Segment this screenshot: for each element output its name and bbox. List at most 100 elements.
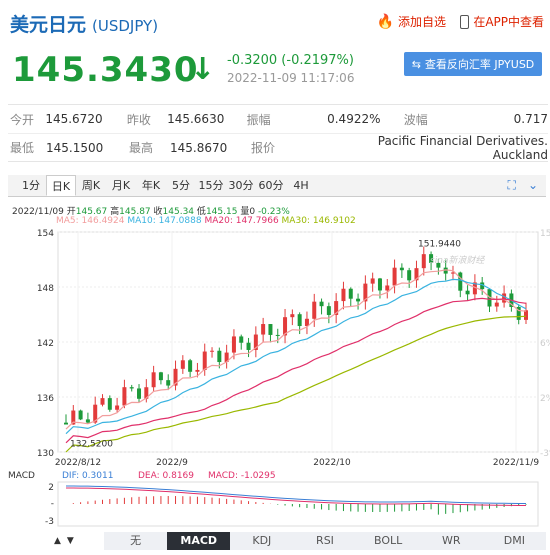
info-open: 145.67 <box>75 207 108 217</box>
candle-body <box>78 410 83 420</box>
low-label: 最低 <box>10 141 35 155</box>
candle-body <box>71 410 76 425</box>
app-view-label: 在APP中查看 <box>473 15 544 29</box>
y-right-tick-label: 6% <box>540 339 550 349</box>
kline-chart[interactable]: 154 15% 148 142 6% 136 2% 130 -3% 2022/8/12 2022/9… <box>0 226 550 466</box>
amplitude-label: 振幅 <box>246 112 271 127</box>
low-tag: 132.5200 <box>70 440 113 450</box>
candle-body <box>210 350 215 352</box>
candle-body <box>173 368 178 386</box>
candle-body <box>261 324 266 335</box>
price-change: -0.3200 (-0.2197%) <box>227 53 354 68</box>
triangle-down-icon[interactable]: ▼ <box>66 536 74 546</box>
candle-body <box>458 272 463 291</box>
candle-body <box>85 419 90 423</box>
macd-dif-line <box>65 485 527 504</box>
tab-yearly[interactable]: 年K <box>141 179 161 192</box>
tab-4h[interactable]: 4H <box>293 179 309 192</box>
ma5-line <box>65 269 527 430</box>
y-tick-label: 142 <box>37 339 54 349</box>
candle-body <box>399 267 404 271</box>
add-watch-button[interactable]: 🔥 添加自选 <box>377 13 446 30</box>
tab-60min[interactable]: 60分 <box>258 179 284 192</box>
candle-body <box>524 310 528 320</box>
chevron-down-icon[interactable]: ⌄ <box>527 178 538 192</box>
tab-boll[interactable]: BOLL <box>373 534 403 547</box>
pair-symbol: (USDJPY) <box>92 17 159 35</box>
candle-body <box>326 306 331 315</box>
high-label: 最高 <box>129 141 154 155</box>
candle-body <box>370 278 375 284</box>
candle-body <box>129 387 134 389</box>
down-arrow-icon: ↓ <box>190 52 216 87</box>
open-value: 145.6720 <box>45 112 103 126</box>
candle-body <box>516 306 521 320</box>
candle-body <box>421 254 426 269</box>
candle-body <box>290 314 295 318</box>
candle-body <box>450 272 455 274</box>
candle-body <box>231 336 236 353</box>
macd-y-label: 2 <box>48 483 54 493</box>
candle-body <box>137 388 142 399</box>
x-tick-label: 2022/11/9 <box>493 458 539 466</box>
tab-kdj[interactable]: KDJ <box>252 534 272 547</box>
tab-weekly[interactable]: 周K <box>81 179 101 192</box>
macd-chart: MACD DIF: 0.3011 DEA: 0.8169 MACD: -1.0295 2… <box>8 471 539 527</box>
y-right-tick-label: 2% <box>540 394 550 404</box>
low-value: 145.1500 <box>46 140 104 155</box>
candle-body <box>158 372 163 381</box>
candle-body <box>180 360 185 369</box>
fullscreen-icon[interactable]: ⛶ <box>507 178 516 192</box>
amplitude-value: 0.4922% <box>327 112 381 126</box>
tab-rsi[interactable]: RSI <box>316 534 334 547</box>
candle-body <box>246 342 251 350</box>
open-label: 今开 <box>10 112 35 127</box>
candle-body <box>341 288 346 302</box>
tab-dmi[interactable]: DMI <box>503 534 526 547</box>
wave-label: 波幅 <box>403 112 428 127</box>
tab-15min[interactable]: 15分 <box>198 179 224 192</box>
candle-body <box>414 268 419 281</box>
info-high-label: 高 <box>110 207 120 217</box>
tab-wr[interactable]: WR <box>442 534 461 547</box>
candle-body <box>224 352 229 363</box>
high-value: 145.8670 <box>170 140 228 155</box>
quote-source-value: Pacific Financial Derivatives. Auckland <box>377 133 548 162</box>
candle-body <box>195 369 200 372</box>
y-tick-label: 130 <box>37 449 54 459</box>
tab-1min[interactable]: 1分 <box>22 179 40 192</box>
info-low: 145.15 <box>205 207 238 217</box>
reverse-rate-button[interactable]: ⇆ 查看反向汇率 JPYUSD <box>404 52 542 76</box>
candle-body <box>253 334 258 350</box>
tab-none[interactable]: 无 <box>130 534 142 547</box>
tab-macd[interactable]: MACD <box>167 532 231 550</box>
candle-info: 2022/11/09 开145.67 高145.87 收145.34 低145.… <box>12 204 290 217</box>
ma20-legend: MA20: 147.7966 <box>204 216 279 226</box>
ma30-legend: MA30: 146.9102 <box>281 216 356 226</box>
quote-stats: 今开 145.6720 昨收 145.6630 振幅 0.4922% 波幅 0.… <box>8 104 548 162</box>
pair-name: 美元日元 <box>10 14 87 36</box>
info-date: 2022/11/09 <box>12 207 64 217</box>
current-price: 145.3430 <box>12 50 199 90</box>
candle-body <box>217 350 222 363</box>
tab-monthly[interactable]: 月K <box>111 179 131 192</box>
fire-icon: 🔥 <box>376 13 394 30</box>
ma20-line <box>65 297 527 444</box>
macd-value: MACD: -1.0295 <box>208 471 276 481</box>
tab-30min[interactable]: 30分 <box>228 179 254 192</box>
candle-body <box>472 282 477 295</box>
tab-daily[interactable]: 日K <box>46 175 76 196</box>
candle-body <box>275 334 280 336</box>
tab-5min[interactable]: 5分 <box>172 179 190 192</box>
candle-body <box>494 302 499 307</box>
info-open-label: 开 <box>66 207 76 217</box>
candle-body <box>363 283 368 302</box>
app-view-button[interactable]: 在APP中查看 <box>460 13 544 30</box>
candle-body <box>429 254 434 263</box>
y-tick-label: 148 <box>37 284 54 294</box>
chart-nav: ▲ ▼ <box>54 532 74 550</box>
triangle-up-icon[interactable]: ▲ <box>54 536 61 546</box>
candle-body <box>356 298 361 302</box>
phone-icon <box>460 14 470 29</box>
indicator-tabs: 无 MACD KDJ RSI BOLL WR DMI <box>104 532 546 550</box>
